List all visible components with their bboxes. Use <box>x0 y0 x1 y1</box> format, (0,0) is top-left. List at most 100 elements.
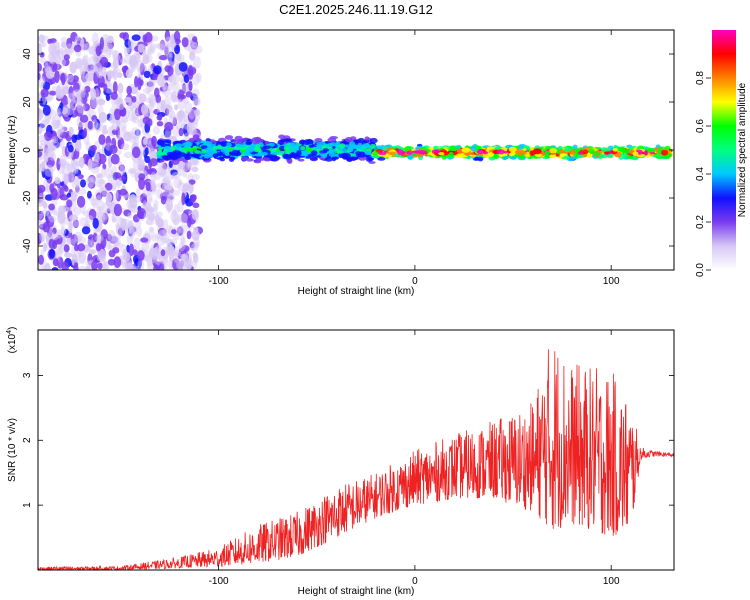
spectrogram-cell <box>124 96 132 103</box>
spectrogram-cell <box>200 145 208 149</box>
spectrogram-cell <box>82 55 88 66</box>
spectrogram-cell <box>114 190 119 200</box>
spectrogram-cell <box>87 234 95 242</box>
spectrogram-cell <box>192 95 201 107</box>
spectrogram-cell <box>338 152 345 159</box>
spectrogram-cell <box>170 169 178 176</box>
spectrogram-cell <box>111 121 119 131</box>
spectrogram-cell <box>77 93 83 100</box>
spectrogram-cell <box>84 85 91 93</box>
spectrogram-cell <box>156 188 163 200</box>
spectrogram-cell <box>160 143 168 147</box>
spectrogram-cell <box>143 70 151 79</box>
spectrogram-cell <box>61 73 66 86</box>
spectrogram-cell <box>160 99 166 107</box>
spectrogram-cell <box>535 153 542 157</box>
spectrogram-cell <box>588 148 595 154</box>
spectrogram-cell <box>487 152 494 158</box>
spectrogram-cell <box>154 43 161 49</box>
spectrogram-cell <box>105 192 113 203</box>
spectrogram-cell <box>162 155 169 161</box>
spectrogram-cell <box>151 235 160 242</box>
spectrogram-cell <box>48 94 54 101</box>
spectrogram-cell <box>92 232 98 243</box>
spectrogram-x-label: Height of straight line (km) <box>298 286 415 297</box>
spectrogram-cell <box>128 109 135 122</box>
spectrogram-cell <box>664 145 671 151</box>
spectrogram-cell <box>47 42 56 56</box>
spectrogram-cell <box>95 242 102 252</box>
spectrogram-cell <box>121 117 129 123</box>
spectrogram-cell <box>76 195 86 208</box>
spectrogram-cell <box>233 139 243 144</box>
spectrogram-cell <box>177 260 186 270</box>
spectrogram-cell <box>448 151 454 158</box>
spectrogram-cell <box>113 172 122 179</box>
spectrogram-cell <box>577 154 584 159</box>
spectrogram-cell <box>71 90 78 100</box>
spectrogram-cell <box>167 244 175 254</box>
spectrogram-cell <box>254 153 263 157</box>
spectrogram-cell <box>196 72 202 83</box>
spectrogram-cell <box>165 198 174 212</box>
spectrogram-cell <box>110 91 118 100</box>
spectrogram-cell <box>134 129 141 136</box>
spectrogram-cell <box>545 150 551 155</box>
spectrogram-cell <box>182 142 189 147</box>
spectrogram-cell <box>534 145 540 149</box>
spectrogram-cell <box>314 138 323 143</box>
spectrogram-cell <box>46 143 56 152</box>
spectrogram-cell <box>407 153 413 160</box>
spectrogram-cell <box>66 192 71 198</box>
spectrogram-cell <box>449 145 455 151</box>
spectrogram-cell <box>166 151 175 156</box>
spectrogram-cell <box>164 45 169 56</box>
spectrogram-cell <box>130 167 137 178</box>
spectrogram-cell <box>178 76 184 83</box>
spectrogram-cell <box>171 95 179 103</box>
spectrogram-cell <box>156 218 165 228</box>
spectrogram-cell <box>174 44 181 55</box>
spectrogram-cell <box>63 185 69 192</box>
spectrogram-cell <box>106 78 112 88</box>
spectrogram-cell <box>115 118 121 129</box>
spectrogram-cell <box>176 226 184 236</box>
spectrogram-cell <box>104 182 113 191</box>
spectrogram-cell <box>66 199 73 208</box>
spectrogram-cell <box>119 107 127 117</box>
spectrogram-cell <box>356 145 363 149</box>
spectrogram-cell <box>139 114 144 128</box>
spectrogram-cell <box>309 156 318 162</box>
spectrogram-cell <box>372 151 379 157</box>
spectrogram-cell <box>149 94 157 108</box>
spectrogram-cell <box>146 254 154 267</box>
spectrogram-cell <box>189 241 195 249</box>
spectrogram-cell <box>177 111 182 124</box>
spectrogram-cell <box>63 173 69 186</box>
spectrogram-cell <box>177 109 185 119</box>
spectrogram-cell <box>167 65 174 77</box>
colorbar-gradient <box>712 30 736 270</box>
spectrogram-cell <box>63 244 70 253</box>
spectrogram-cell <box>188 108 196 120</box>
spectrogram-cell <box>113 54 121 61</box>
spectrogram-cell <box>90 96 99 109</box>
spectrogram-cell <box>172 189 181 196</box>
spectrogram-cell <box>42 81 51 91</box>
spectrogram-cell <box>169 155 179 161</box>
colorbar-tick-label: 0.8 <box>695 71 706 85</box>
spectrogram-cell <box>120 218 127 231</box>
spectrogram-cell <box>133 237 141 250</box>
spectrogram-cell <box>365 156 373 163</box>
spectrogram-cell <box>56 107 62 115</box>
spectrogram-cell <box>148 64 153 74</box>
spectrogram-cell <box>52 258 59 267</box>
spectrogram-cell <box>178 224 188 234</box>
spectrogram-cell <box>87 181 96 189</box>
spectrogram-cell <box>178 62 188 72</box>
spectrogram-cell <box>116 149 122 156</box>
snr-y-tick-label: 1 <box>22 502 33 508</box>
spectrogram-cell <box>146 48 155 55</box>
spectrogram-cell <box>81 85 86 98</box>
spectrogram-cell <box>120 143 130 151</box>
